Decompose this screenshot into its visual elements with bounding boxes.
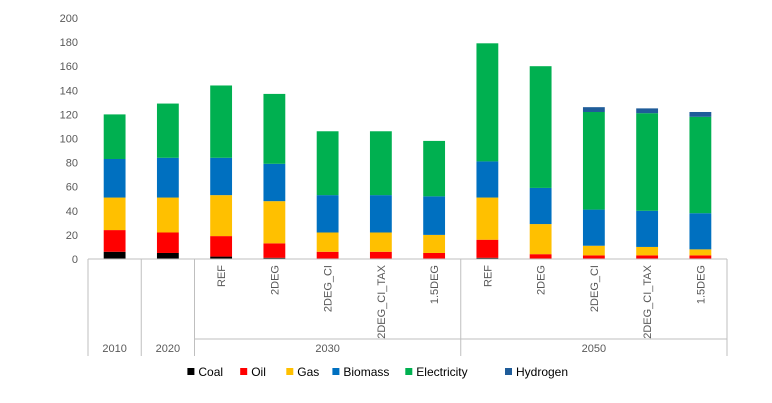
bar-gas-3 (210, 195, 233, 237)
y-tick-label-140: 140 (60, 85, 78, 97)
bar-biomass-3 (210, 157, 233, 196)
bar-oil-5 (316, 251, 339, 259)
y-tick-label-160: 160 (60, 61, 78, 73)
legend-label-gas: Gas (297, 365, 319, 379)
group-label-2030: 2030 (315, 343, 339, 355)
category-label-9: 2DEG (536, 265, 548, 295)
bar-hydrogen-12 (689, 111, 712, 117)
y-tick-label-60: 60 (66, 182, 78, 194)
bar-hydrogen-10 (582, 107, 605, 112)
bar-gas-8 (476, 197, 499, 240)
y-tick-label-200: 200 (60, 13, 78, 25)
y-tick-label-80: 80 (66, 158, 78, 170)
bar-oil-7 (423, 252, 446, 259)
bar-electricity-5 (316, 131, 339, 196)
bar-gas-10 (582, 245, 605, 256)
bar-hydrogen-11 (636, 108, 659, 114)
bar-electricity-7 (423, 140, 446, 197)
bar-biomass-5 (316, 195, 339, 233)
category-label-3: REF (216, 265, 228, 287)
bar-oil-8 (476, 239, 499, 258)
legend-label-electricity: Electricity (416, 365, 467, 379)
bar-electricity-1 (103, 114, 126, 159)
bar-oil-4 (263, 243, 286, 258)
bar-gas-5 (316, 232, 339, 252)
legend-swatch-biomass (332, 368, 340, 375)
legend-label-hydrogen: Hydrogen (516, 365, 568, 379)
legend-swatch-gas (286, 368, 294, 375)
bar-oil-11 (636, 255, 659, 259)
category-label-8: REF (482, 265, 494, 287)
legend: Coal Oil Gas Biomass Electricity Hydrogen (187, 365, 568, 379)
bar-biomass-8 (476, 161, 499, 198)
bar-biomass-12 (689, 213, 712, 250)
group-label-2020: 2020 (156, 343, 180, 355)
x-axis: 2010 2020 2030 2050 REF 2DEG 2DEG_CI 2DEG_CI_TA… (87, 258, 728, 356)
y-tick-label-40: 40 (66, 206, 78, 218)
bar-oil-1 (103, 230, 126, 252)
bar-area (103, 43, 712, 259)
bar-gas-12 (689, 249, 712, 256)
bar-biomass-7 (423, 196, 446, 235)
bar-electricity-3 (210, 85, 233, 158)
bar-gas-7 (423, 234, 446, 253)
bar-oil-6 (369, 251, 392, 259)
bar-coal-8 (476, 257, 499, 259)
bar-oil-9 (529, 254, 552, 259)
bar-oil-12 (689, 255, 712, 259)
y-axis: 0 20 40 60 80 100 120 140 160 180 200 (60, 13, 78, 266)
y-tick-label-180: 180 (60, 37, 78, 49)
bar-biomass-1 (103, 158, 126, 198)
bar-coal-1 (103, 251, 126, 259)
y-tick-label-0: 0 (72, 254, 78, 266)
category-label-6: 2DEG_CI_TAX (376, 264, 388, 338)
legend-swatch-electricity (405, 368, 413, 375)
category-label-4: 2DEG (269, 265, 281, 295)
bar-electricity-11 (636, 113, 659, 211)
legend-swatch-oil (240, 368, 248, 375)
bar-gas-9 (529, 224, 552, 255)
bar-biomass-11 (636, 210, 659, 247)
bar-biomass-9 (529, 187, 552, 225)
bar-biomass-4 (263, 163, 286, 202)
legend-label-oil: Oil (251, 365, 266, 379)
bar-biomass-2 (156, 157, 179, 198)
bar-electricity-6 (369, 131, 392, 196)
bar-electricity-8 (476, 43, 499, 162)
group-label-2010: 2010 (102, 343, 126, 355)
legend-label-coal: Coal (198, 365, 223, 379)
group-label-2050: 2050 (582, 343, 606, 355)
bar-electricity-12 (689, 116, 712, 214)
bar-gas-4 (263, 201, 286, 244)
category-label-11: 2DEG_CI_TAX (642, 264, 654, 338)
bar-oil-2 (156, 232, 179, 253)
bar-oil-3 (210, 236, 233, 257)
category-label-12: 1.5DEG (695, 265, 707, 304)
bar-oil-10 (582, 255, 605, 259)
bar-gas-2 (156, 197, 179, 233)
category-label-5: 2DEG_CI (323, 265, 335, 312)
bar-electricity-9 (529, 66, 552, 188)
bar-gas-1 (103, 197, 126, 231)
bar-biomass-6 (369, 195, 392, 233)
bar-gas-11 (636, 246, 659, 256)
bar-coal-4 (263, 257, 286, 259)
category-label-10: 2DEG_CI (589, 265, 601, 312)
bar-biomass-10 (582, 209, 605, 246)
legend-label-biomass: Biomass (343, 365, 389, 379)
y-tick-label-100: 100 (60, 134, 78, 146)
legend-swatch-coal (187, 368, 195, 375)
bar-coal-3 (210, 256, 233, 259)
bar-gas-6 (369, 232, 392, 252)
y-tick-label-120: 120 (60, 109, 78, 121)
y-tick-label-20: 20 (66, 230, 78, 242)
bar-electricity-4 (263, 93, 286, 164)
bar-electricity-2 (156, 103, 179, 158)
category-label-7: 1.5DEG (429, 265, 441, 304)
bar-coal-2 (156, 252, 179, 259)
legend-swatch-hydrogen (505, 368, 512, 375)
bar-electricity-10 (582, 111, 605, 210)
